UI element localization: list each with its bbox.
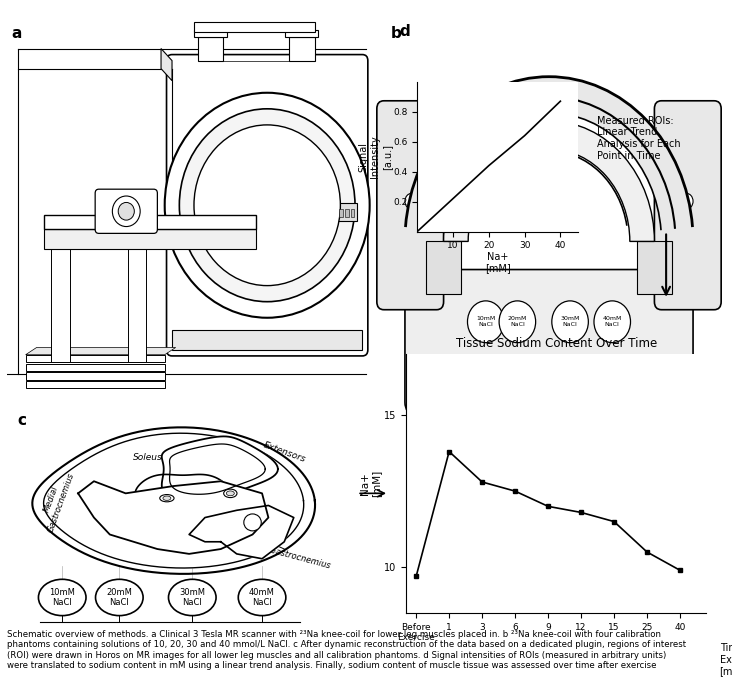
FancyBboxPatch shape	[166, 54, 367, 356]
Bar	[345, 209, 349, 217]
Text: d: d	[399, 24, 410, 39]
Bar	[337, 203, 357, 221]
Bar	[471, 372, 627, 388]
Text: 40mM
NaCl: 40mM NaCl	[249, 588, 275, 607]
Text: Soleus: Soleus	[133, 453, 163, 462]
Text: Extensors: Extensors	[262, 441, 307, 464]
Circle shape	[119, 202, 135, 220]
Circle shape	[405, 193, 419, 209]
Ellipse shape	[226, 491, 234, 496]
Circle shape	[239, 580, 286, 616]
Circle shape	[468, 301, 504, 343]
Bar	[338, 209, 343, 217]
Polygon shape	[189, 505, 294, 558]
Text: Measured ROIs:
Linear Trend
Analysis for Each
Point in Time: Measured ROIs: Linear Trend Analysis for…	[597, 116, 680, 161]
Circle shape	[39, 580, 86, 616]
Polygon shape	[637, 242, 672, 294]
Polygon shape	[32, 428, 315, 574]
Text: Lateral Gastrocnemius: Lateral Gastrocnemius	[237, 537, 331, 571]
Circle shape	[179, 109, 355, 302]
Text: Schematic overview of methods. a Clinical 3 Tesla MR scanner with ²³Na knee-coil: Schematic overview of methods. a Clinica…	[7, 630, 687, 670]
Polygon shape	[426, 242, 461, 294]
Text: c: c	[18, 413, 27, 428]
Circle shape	[95, 580, 143, 616]
Bar	[26, 373, 165, 379]
Text: 30mM
NaCl: 30mM NaCl	[179, 588, 205, 607]
Bar	[172, 330, 362, 350]
Bar	[26, 355, 165, 362]
Polygon shape	[161, 48, 172, 81]
Title: Tissue Sodium Content Over Time: Tissue Sodium Content Over Time	[456, 337, 657, 350]
FancyBboxPatch shape	[405, 270, 693, 414]
Text: Triceps Surae: Triceps Surae	[127, 520, 206, 530]
Polygon shape	[406, 77, 692, 230]
Circle shape	[594, 301, 630, 343]
Text: 20mM
NaCl: 20mM NaCl	[106, 588, 132, 607]
Bar	[194, 31, 227, 37]
Ellipse shape	[160, 494, 174, 502]
Circle shape	[194, 125, 340, 285]
Polygon shape	[170, 444, 265, 494]
Text: 40mM
NaCl: 40mM NaCl	[602, 317, 622, 327]
Circle shape	[499, 301, 536, 343]
Ellipse shape	[244, 514, 261, 531]
Circle shape	[168, 580, 216, 616]
Bar	[26, 381, 165, 388]
Text: 20mM
NaCl: 20mM NaCl	[508, 317, 527, 327]
Text: 30mM
NaCl: 30mM NaCl	[561, 317, 580, 327]
Circle shape	[552, 301, 589, 343]
Circle shape	[165, 93, 370, 318]
Circle shape	[113, 196, 141, 227]
FancyBboxPatch shape	[377, 101, 444, 310]
Polygon shape	[78, 481, 269, 554]
Bar	[44, 229, 256, 249]
Circle shape	[679, 193, 693, 209]
Text: a: a	[11, 27, 21, 42]
Text: b: b	[391, 27, 402, 42]
Polygon shape	[162, 437, 278, 502]
Bar	[128, 249, 146, 362]
Bar	[26, 364, 165, 370]
Wedge shape	[444, 121, 654, 242]
Bar	[289, 37, 315, 61]
Polygon shape	[26, 347, 176, 355]
Bar	[351, 209, 354, 217]
X-axis label: Na+
[mM]: Na+ [mM]	[485, 252, 511, 273]
Polygon shape	[135, 475, 231, 519]
Ellipse shape	[224, 489, 237, 498]
Y-axis label: Na+
[mM]: Na+ [mM]	[360, 470, 381, 497]
Text: Time After
Exercise
[minutes]: Time After Exercise [minutes]	[720, 644, 732, 676]
Y-axis label: Signal
Intensity
[a.u.]: Signal Intensity [a.u.]	[359, 136, 392, 178]
Text: 10mM
NaCl: 10mM NaCl	[476, 317, 496, 327]
Bar	[285, 31, 318, 37]
Text: Medial
Gastrocnemius: Medial Gastrocnemius	[36, 468, 76, 533]
Bar	[51, 249, 70, 362]
Bar	[44, 215, 256, 229]
Bar	[198, 37, 223, 61]
Polygon shape	[44, 433, 304, 568]
Bar	[194, 22, 315, 33]
Ellipse shape	[163, 496, 171, 501]
FancyBboxPatch shape	[95, 189, 157, 234]
FancyBboxPatch shape	[654, 101, 721, 310]
Text: 10mM
NaCl: 10mM NaCl	[49, 588, 75, 607]
